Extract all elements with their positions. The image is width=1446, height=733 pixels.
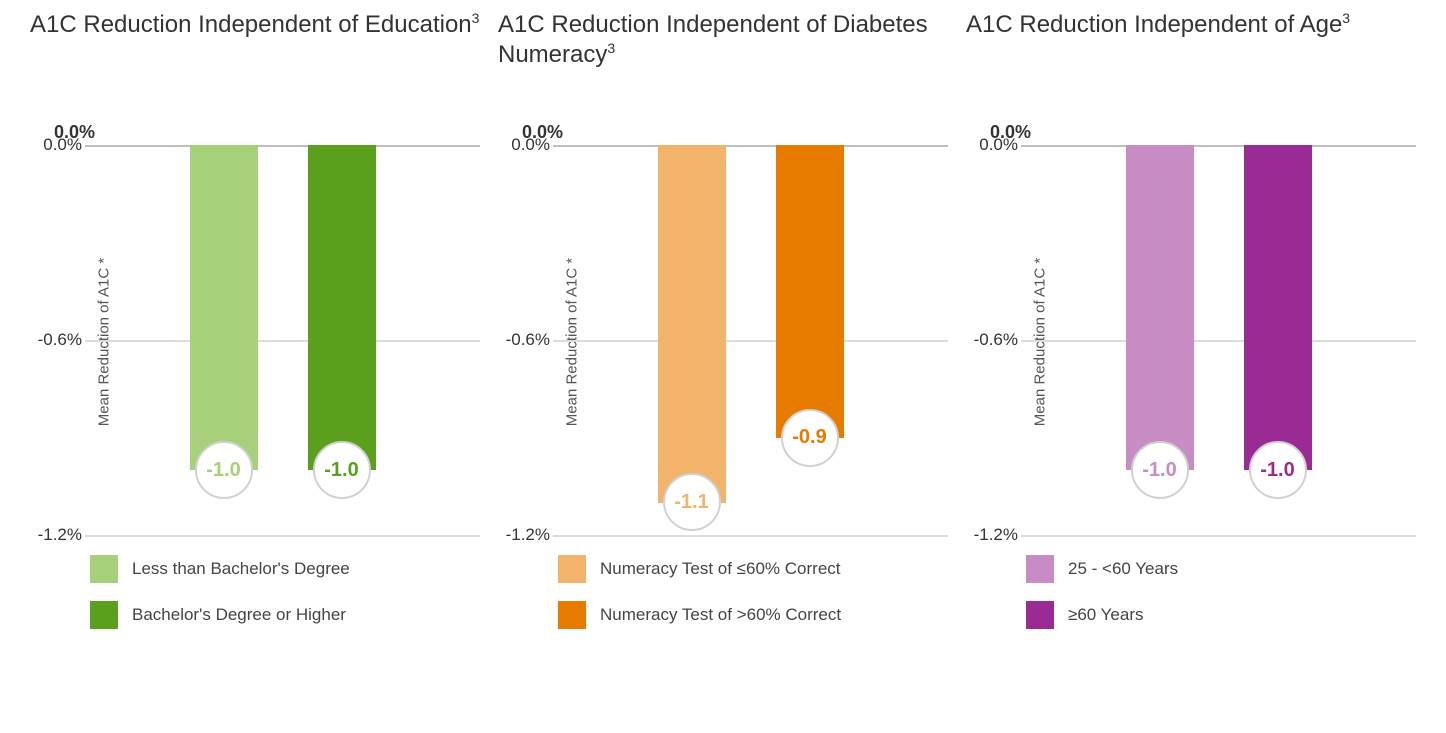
panel-education: A1C Reduction Independent of Education3M…	[30, 10, 480, 703]
gridline	[1021, 535, 1416, 537]
y-tick-label: -1.2%	[966, 525, 1018, 545]
value-badge: -1.1	[663, 473, 721, 531]
bar-wrap: -1.0	[1126, 145, 1194, 535]
legend-label: Less than Bachelor's Degree	[132, 559, 350, 579]
y-tick-label: -0.6%	[966, 330, 1018, 350]
y-tick-label: -0.6%	[498, 330, 550, 350]
value-badge: -0.9	[781, 409, 839, 467]
bar-wrap: -1.0	[1244, 145, 1312, 535]
plot-area: 0.0%0.0%-0.6%-1.2%-1.1-0.9	[553, 145, 948, 535]
legend-item: Numeracy Test of >60% Correct	[558, 601, 948, 629]
chart-area: Mean Reduction of A1C *0.0%0.0%-0.6%-1.2…	[498, 105, 948, 535]
panel-title: A1C Reduction Independent of Diabetes Nu…	[498, 10, 948, 105]
chart-grid: A1C Reduction Independent of Education3M…	[0, 0, 1446, 733]
bar	[190, 145, 258, 470]
chart-area: Mean Reduction of A1C *0.0%0.0%-0.6%-1.2…	[966, 105, 1416, 535]
legend-swatch	[90, 555, 118, 583]
y-top-label: 0.0%	[971, 122, 1031, 145]
y-top-label: 0.0%	[503, 122, 563, 145]
panel-title: A1C Reduction Independent of Age3	[966, 10, 1416, 105]
value-badge: -1.0	[1249, 441, 1307, 499]
bar-wrap: -1.1	[658, 145, 726, 535]
legend-label: ≥60 Years	[1068, 605, 1144, 625]
bar	[658, 145, 726, 503]
plot-area: 0.0%0.0%-0.6%-1.2%-1.0-1.0	[1021, 145, 1416, 535]
legend-item: ≥60 Years	[1026, 601, 1416, 629]
legend-swatch	[1026, 601, 1054, 629]
bar-wrap: -0.9	[776, 145, 844, 535]
legend-label: Bachelor's Degree or Higher	[132, 605, 346, 625]
legend-label: 25 - <60 Years	[1068, 559, 1178, 579]
bar	[1126, 145, 1194, 470]
y-top-label: 0.0%	[35, 122, 95, 145]
legend-swatch	[558, 555, 586, 583]
gridline	[85, 535, 480, 537]
bar	[1244, 145, 1312, 470]
bar	[776, 145, 844, 438]
legend-swatch	[1026, 555, 1054, 583]
y-tick-label: -1.2%	[30, 525, 82, 545]
legend: Less than Bachelor's Degree Bachelor's De…	[30, 555, 480, 629]
legend-item: Numeracy Test of ≤60% Correct	[558, 555, 948, 583]
chart-area: Mean Reduction of A1C *0.0%0.0%-0.6%-1.2…	[30, 105, 480, 535]
gridline	[553, 535, 948, 537]
legend-item: Less than Bachelor's Degree	[90, 555, 480, 583]
bar-wrap: -1.0	[308, 145, 376, 535]
y-tick-label: -1.2%	[498, 525, 550, 545]
legend: 25 - <60 Years ≥60 Years	[966, 555, 1416, 629]
legend-swatch	[558, 601, 586, 629]
legend-label: Numeracy Test of ≤60% Correct	[600, 559, 841, 579]
bar-wrap: -1.0	[190, 145, 258, 535]
legend-item: Bachelor's Degree or Higher	[90, 601, 480, 629]
legend: Numeracy Test of ≤60% Correct Numeracy Te…	[498, 555, 948, 629]
bars-container: -1.0 -1.0	[85, 145, 480, 535]
legend-item: 25 - <60 Years	[1026, 555, 1416, 583]
plot-area: 0.0%0.0%-0.6%-1.2%-1.0-1.0	[85, 145, 480, 535]
value-badge: -1.0	[195, 441, 253, 499]
bar	[308, 145, 376, 470]
bars-container: -1.0 -1.0	[1021, 145, 1416, 535]
panel-title: A1C Reduction Independent of Education3	[30, 10, 480, 105]
value-badge: -1.0	[1131, 441, 1189, 499]
legend-swatch	[90, 601, 118, 629]
panel-age: A1C Reduction Independent of Age3Mean Re…	[966, 10, 1416, 703]
legend-label: Numeracy Test of >60% Correct	[600, 605, 841, 625]
y-tick-label: -0.6%	[30, 330, 82, 350]
bars-container: -1.1 -0.9	[553, 145, 948, 535]
value-badge: -1.0	[313, 441, 371, 499]
panel-numeracy: A1C Reduction Independent of Diabetes Nu…	[498, 10, 948, 703]
